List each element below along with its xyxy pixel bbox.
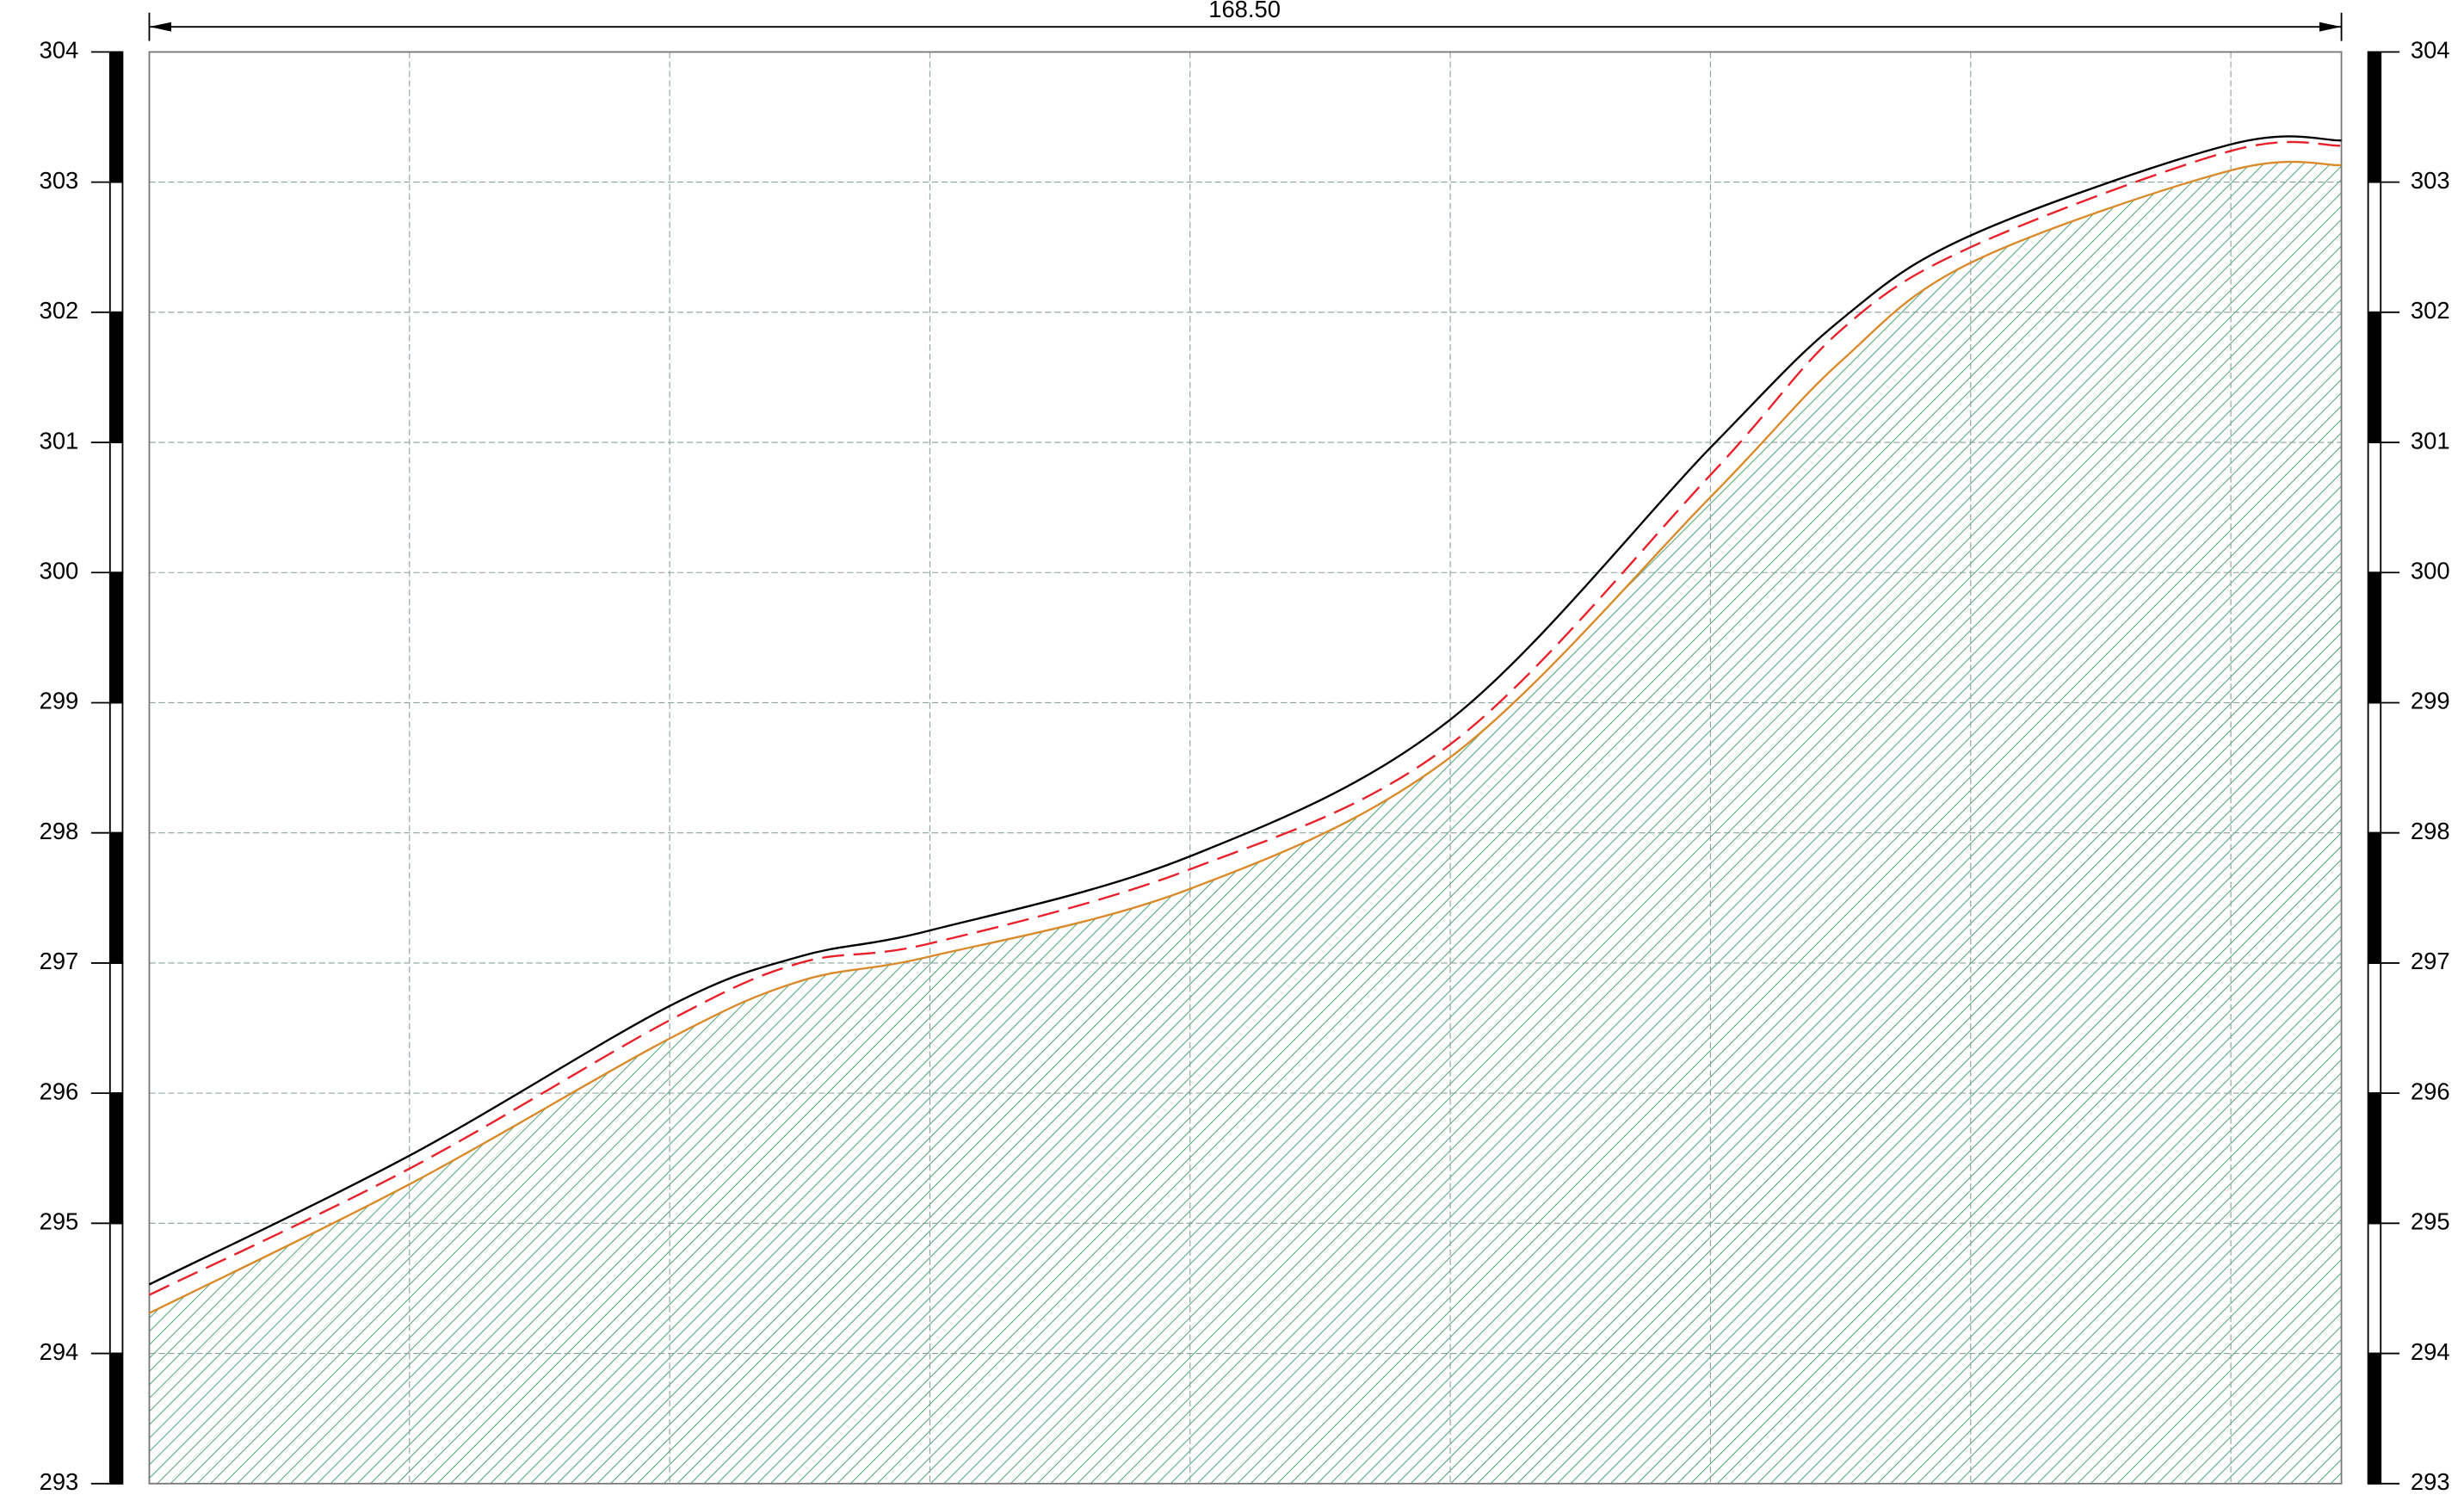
y-tick-label: 302 [2411, 297, 2450, 324]
dimension-arrow [2319, 22, 2342, 32]
plot-area [149, 52, 2342, 1484]
y-tick-label: 293 [2411, 1468, 2450, 1495]
hatch-fill [149, 161, 2342, 1484]
y-tick-label: 296 [2411, 1078, 2450, 1104]
y-tick-label: 304 [40, 37, 79, 64]
y-tick-label: 301 [40, 427, 79, 454]
y-tick-label: 296 [40, 1078, 79, 1104]
y-tick-label: 301 [2411, 427, 2450, 454]
profile-line [148, 135, 2342, 1286]
y-tick-label: 297 [2411, 948, 2450, 974]
scale-segment [2367, 831, 2382, 964]
scale-segment [2367, 181, 2382, 313]
y-tick-label: 295 [40, 1208, 79, 1235]
scale-segment [108, 1222, 124, 1355]
y-tick-label: 304 [2411, 37, 2450, 64]
scale-segment [2367, 1092, 2382, 1225]
scale-segment [108, 1352, 124, 1485]
dimension-arrow [149, 22, 172, 32]
scale-segment [108, 442, 124, 574]
scale-segment [2367, 571, 2382, 704]
profile-line [148, 140, 2342, 1296]
scale-segment [108, 701, 124, 834]
scale-segment [2367, 51, 2382, 183]
y-tick-label: 303 [2411, 167, 2450, 194]
y-tick-label: 294 [2411, 1338, 2450, 1365]
scale-segment [108, 961, 124, 1095]
dimension-label: 168.50 [1208, 0, 1281, 22]
y-tick-label: 299 [40, 688, 79, 714]
profile-line [148, 160, 2342, 1314]
scale-segment [2367, 311, 2382, 443]
scale-segment [2367, 442, 2382, 574]
y-tick-label: 295 [2411, 1208, 2450, 1235]
scale-segment [108, 51, 124, 183]
scale-segment [108, 181, 124, 313]
y-tick-label: 303 [40, 167, 79, 194]
scale-segment [108, 1092, 124, 1225]
y-tick-label: 299 [2411, 688, 2450, 714]
scale-segment [108, 311, 124, 443]
y-tick-label: 298 [2411, 818, 2450, 844]
scale-segment [2367, 1352, 2382, 1485]
y-tick-label: 294 [40, 1338, 79, 1365]
plot-frame [148, 51, 2343, 1485]
y-tick-label: 300 [2411, 557, 2450, 584]
scale-segment [2367, 961, 2382, 1095]
scale-segment [108, 831, 124, 964]
y-tick-label: 300 [40, 557, 79, 584]
y-tick-label: 302 [40, 297, 79, 324]
y-tick-label: 297 [40, 948, 79, 974]
y-tick-label: 293 [40, 1468, 79, 1495]
y-tick-label: 298 [40, 818, 79, 844]
scale-segment [108, 571, 124, 704]
scale-segment [2367, 1222, 2382, 1355]
scale-segment [2367, 701, 2382, 834]
